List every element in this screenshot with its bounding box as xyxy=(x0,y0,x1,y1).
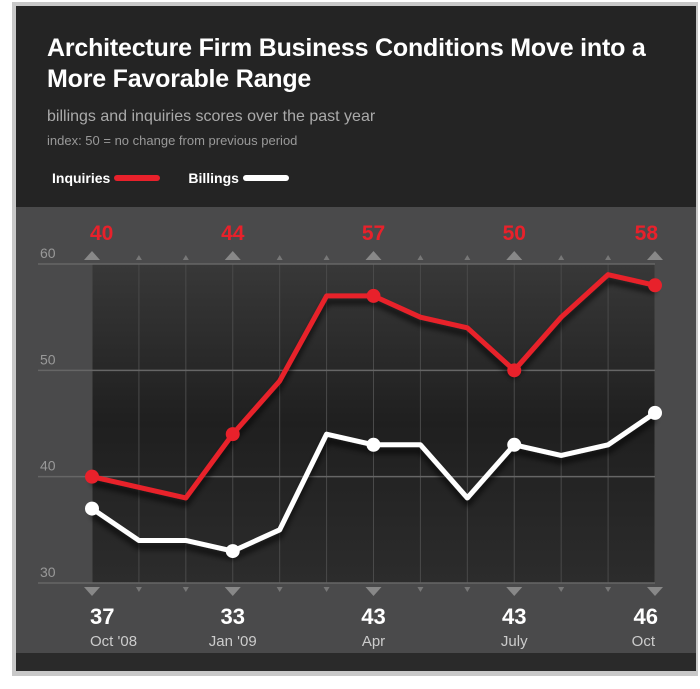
tick-marker xyxy=(182,255,189,260)
tick-marker xyxy=(464,587,471,592)
chart-note: index: 50 = no change from previous peri… xyxy=(47,133,298,148)
highlight-marker-top xyxy=(224,251,241,260)
data-point-billings xyxy=(507,437,522,452)
tick-marker xyxy=(276,255,283,260)
data-point-billings xyxy=(225,544,240,559)
tick-marker xyxy=(605,587,612,592)
highlight-marker-top xyxy=(506,251,523,260)
tick-marker xyxy=(417,255,424,260)
top-value-label: 44 xyxy=(221,222,245,245)
bottom-value-label: 43 xyxy=(502,604,526,629)
bottom-date-label: Oct '08 xyxy=(90,633,137,650)
top-value-label: 57 xyxy=(362,222,385,245)
tick-marker xyxy=(605,255,612,260)
highlight-marker-bottom xyxy=(365,587,382,596)
highlight-marker-top xyxy=(365,251,382,260)
tick-marker xyxy=(276,587,283,592)
tick-marker xyxy=(323,255,330,260)
chart-subtitle: billings and inquiries scores over the p… xyxy=(47,108,376,125)
tick-marker xyxy=(464,255,471,260)
data-point-billings xyxy=(648,405,662,420)
legend: Inquiries Billings xyxy=(52,170,317,186)
tick-marker xyxy=(135,255,142,260)
highlight-marker-bottom xyxy=(224,587,241,596)
top-value-label: 58 xyxy=(635,222,659,245)
bottom-value-label: 43 xyxy=(361,604,385,629)
highlight-marker-bottom xyxy=(84,587,100,596)
data-point-billings xyxy=(85,501,99,516)
legend-label-billings: Billings xyxy=(188,170,239,186)
bottom-strip xyxy=(16,653,696,671)
bottom-value-label: 46 xyxy=(634,604,658,629)
highlight-marker-top xyxy=(647,251,663,260)
y-tick-label: 60 xyxy=(40,245,56,261)
data-point-billings xyxy=(366,437,381,452)
data-point-inquiries xyxy=(507,363,522,378)
tick-marker xyxy=(135,587,142,592)
bottom-date-label: Oct xyxy=(632,633,656,650)
highlight-marker-bottom xyxy=(647,587,663,596)
legend-swatch-billings xyxy=(242,175,289,181)
tick-marker xyxy=(558,587,565,592)
bottom-value-label: 33 xyxy=(221,604,245,629)
tick-marker xyxy=(182,587,189,592)
highlight-marker-bottom xyxy=(506,587,523,596)
highlight-marker-top xyxy=(84,251,100,260)
data-point-inquiries xyxy=(85,469,99,484)
data-point-inquiries xyxy=(225,427,240,442)
bottom-value-label: 37 xyxy=(90,604,114,629)
tick-marker xyxy=(558,255,565,260)
legend-swatch-inquiries xyxy=(114,175,161,181)
y-tick-label: 50 xyxy=(40,351,56,367)
data-point-inquiries xyxy=(366,288,381,303)
top-value-label: 50 xyxy=(503,222,526,245)
bottom-date-label: July xyxy=(501,633,528,650)
tick-marker xyxy=(323,587,330,592)
bottom-date-label: Apr xyxy=(362,633,385,650)
chart-title: Architecture Firm Business Conditions Mo… xyxy=(47,34,646,93)
legend-label-inquiries: Inquiries xyxy=(52,170,111,186)
data-point-inquiries xyxy=(648,278,662,293)
y-tick-label: 30 xyxy=(40,564,56,580)
y-tick-label: 40 xyxy=(40,458,56,474)
bottom-date-label: Jan '09 xyxy=(209,633,257,650)
top-value-label: 40 xyxy=(90,222,113,245)
tick-marker xyxy=(417,587,424,592)
